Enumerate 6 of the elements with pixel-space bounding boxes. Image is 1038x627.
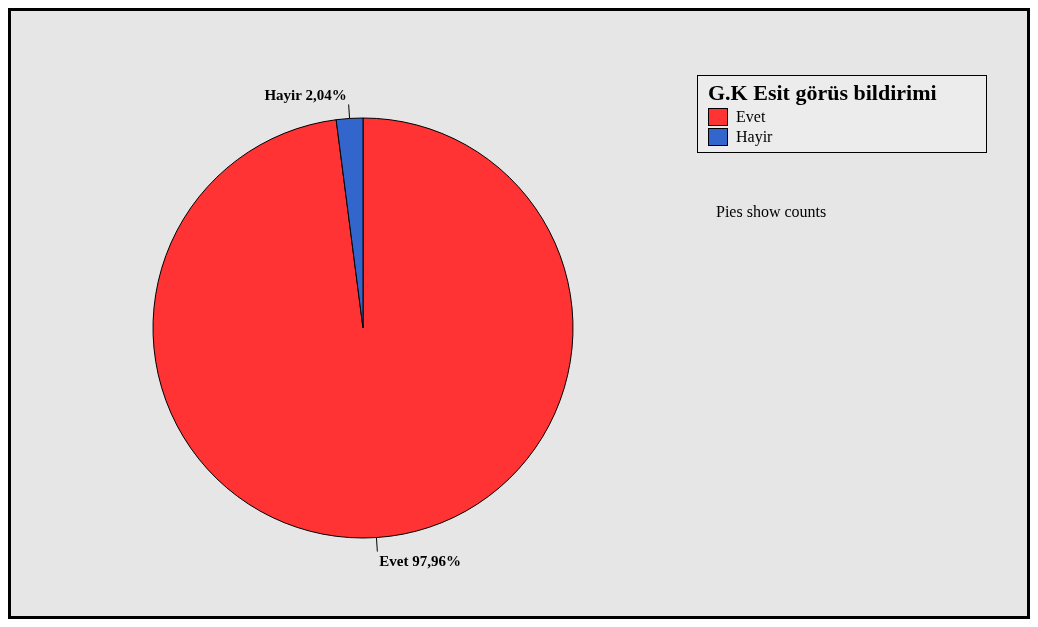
category-label: Hayir 2,04%	[264, 87, 347, 104]
legend-title: G.K Esit görüs bildirimi	[708, 80, 938, 106]
text: Pies show counts	[716, 203, 827, 221]
category-label: Evet 97,96%	[379, 552, 462, 569]
legend-label: Evet	[736, 108, 766, 126]
legend-label: Hayir	[736, 128, 773, 146]
